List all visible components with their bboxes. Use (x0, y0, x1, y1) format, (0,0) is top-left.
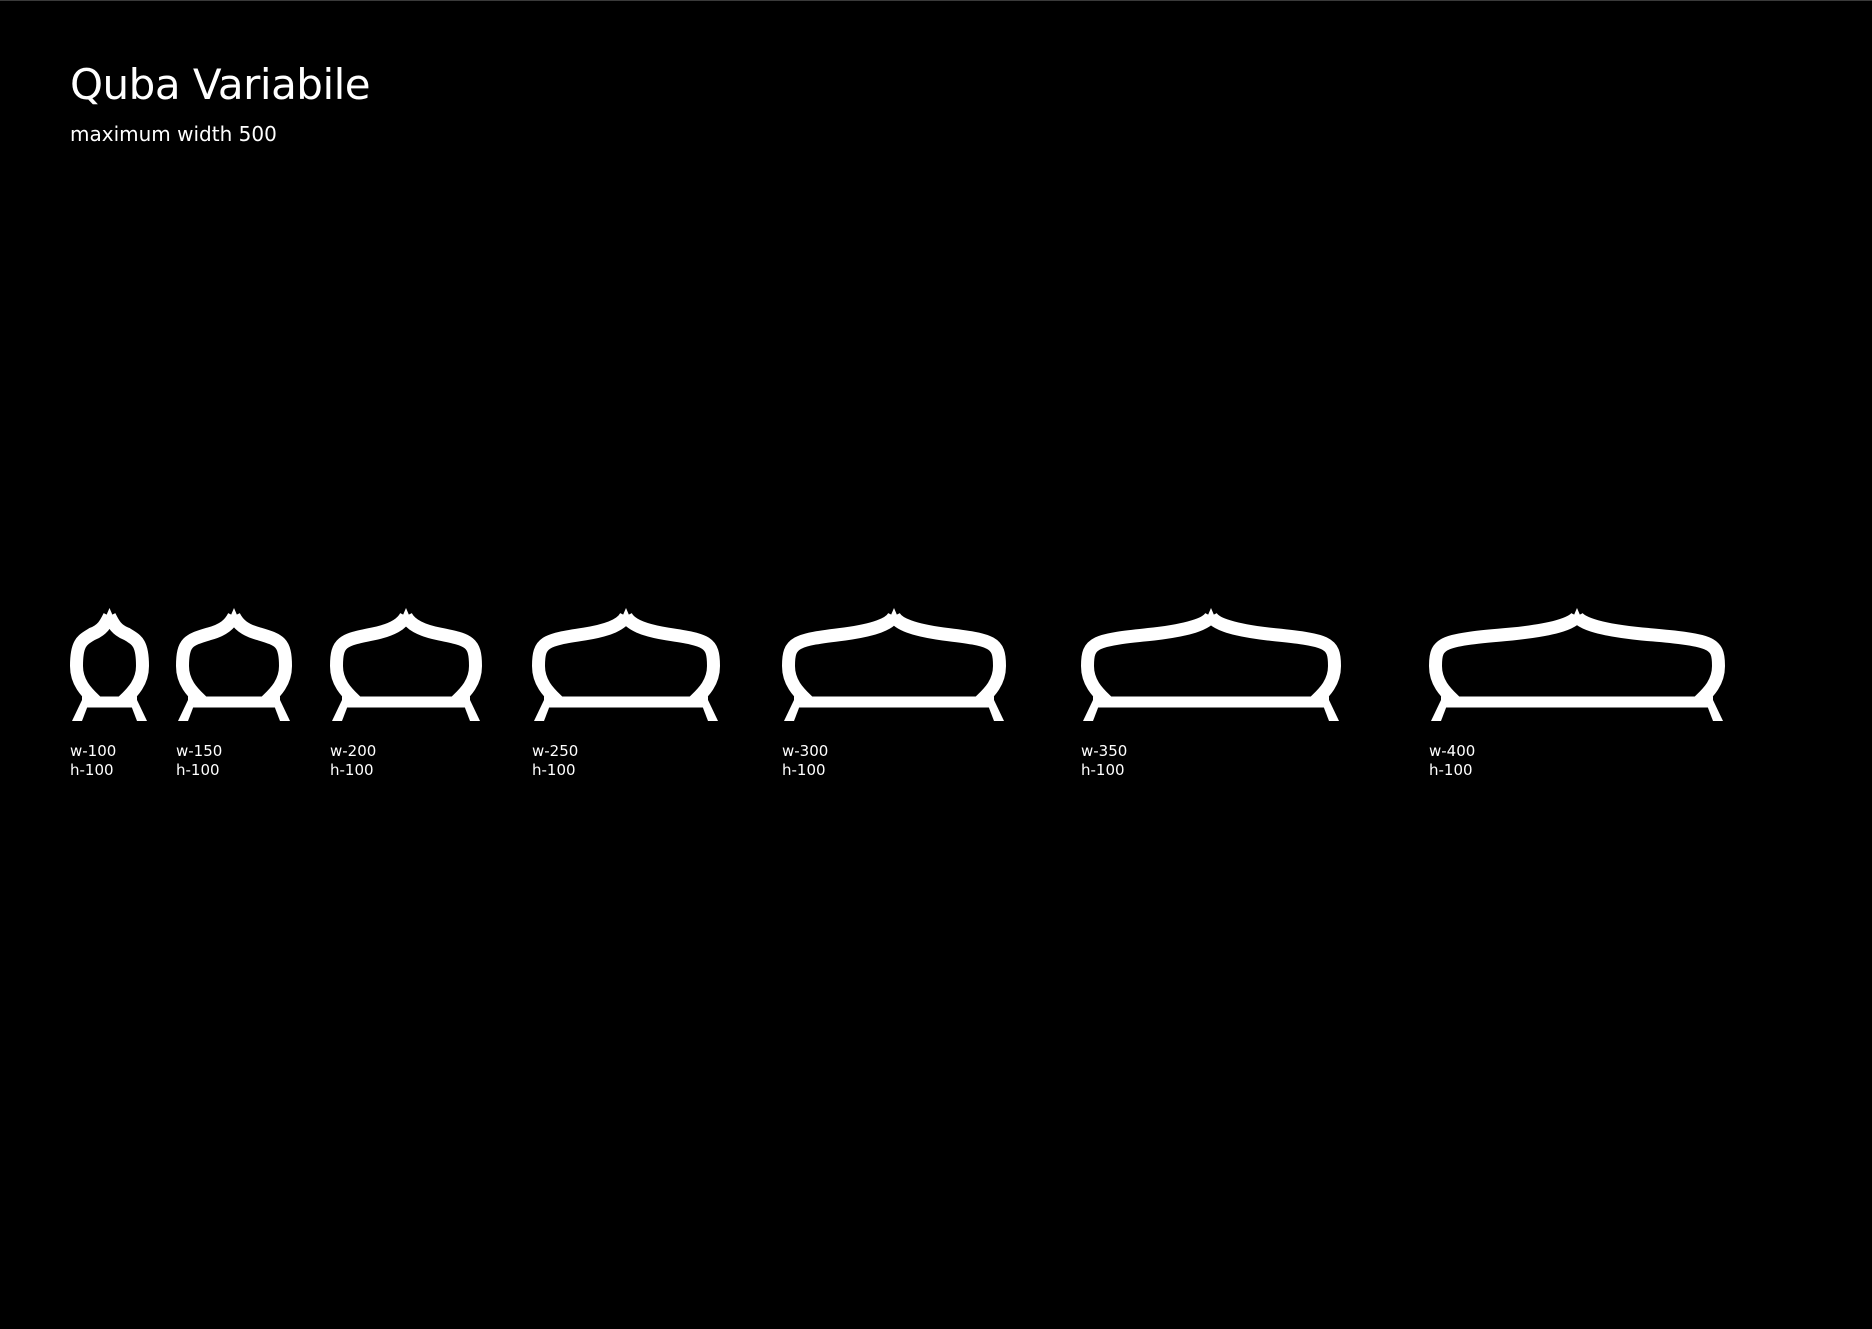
width-label: w-200 (330, 742, 377, 760)
glyph-caption: w-350 h-100 (1081, 742, 1127, 780)
finial-tip (1205, 608, 1217, 622)
left-foot (332, 700, 350, 721)
dome-glyph (781, 608, 1007, 721)
width-label: w-350 (1081, 742, 1128, 760)
width-label: w-400 (1429, 742, 1476, 760)
height-label: h-100 (532, 761, 576, 779)
height-label: h-100 (176, 761, 220, 779)
height-label: h-100 (330, 761, 374, 779)
width-label: w-100 (70, 742, 117, 760)
dome-glyph (1428, 608, 1726, 721)
left-foot (178, 700, 196, 721)
dome-glyph (531, 608, 721, 721)
finial-tip (1571, 608, 1583, 622)
finial-tip (228, 608, 240, 622)
height-label: h-100 (1429, 761, 1473, 779)
left-foot (72, 700, 90, 721)
glyph-caption: w-400 h-100 (1429, 742, 1475, 780)
finial-tip (103, 608, 116, 622)
finial-tip (620, 608, 632, 622)
finial-tip (888, 608, 900, 622)
height-label: h-100 (70, 761, 114, 779)
right-foot (272, 700, 290, 721)
left-foot (784, 700, 802, 721)
glyph-caption: w-100 h-100 (70, 742, 116, 780)
dome-outline (531, 612, 721, 707)
page-subtitle: maximum width 500 (70, 122, 277, 146)
dome-outline (1428, 612, 1726, 707)
top-border (0, 0, 1872, 1)
dome-outline (1080, 612, 1342, 707)
width-label: w-250 (532, 742, 579, 760)
left-foot (534, 700, 552, 721)
right-foot (986, 700, 1004, 721)
finial-tip (400, 608, 412, 622)
right-foot (700, 700, 718, 721)
height-label: h-100 (1081, 761, 1125, 779)
dome-glyph (329, 608, 483, 721)
height-label: h-100 (782, 761, 826, 779)
dome-glyph (175, 608, 293, 721)
dome-glyph (1080, 608, 1342, 721)
right-foot (129, 700, 147, 721)
left-foot (1431, 700, 1449, 721)
glyph-caption: w-300 h-100 (782, 742, 828, 780)
right-foot (462, 700, 480, 721)
dome-glyph (69, 608, 150, 721)
dome-outline (175, 612, 293, 707)
glyph-caption: w-250 h-100 (532, 742, 578, 780)
dome-outline (781, 612, 1007, 707)
dome-outline (329, 612, 483, 707)
right-foot (1321, 700, 1339, 721)
right-foot (1705, 700, 1723, 721)
left-foot (1083, 700, 1101, 721)
width-label: w-300 (782, 742, 829, 760)
width-label: w-150 (176, 742, 223, 760)
glyph-caption: w-200 h-100 (330, 742, 376, 780)
glyph-caption: w-150 h-100 (176, 742, 222, 780)
dome-outline (69, 613, 150, 707)
page-title: Quba Variabile (70, 60, 371, 109)
